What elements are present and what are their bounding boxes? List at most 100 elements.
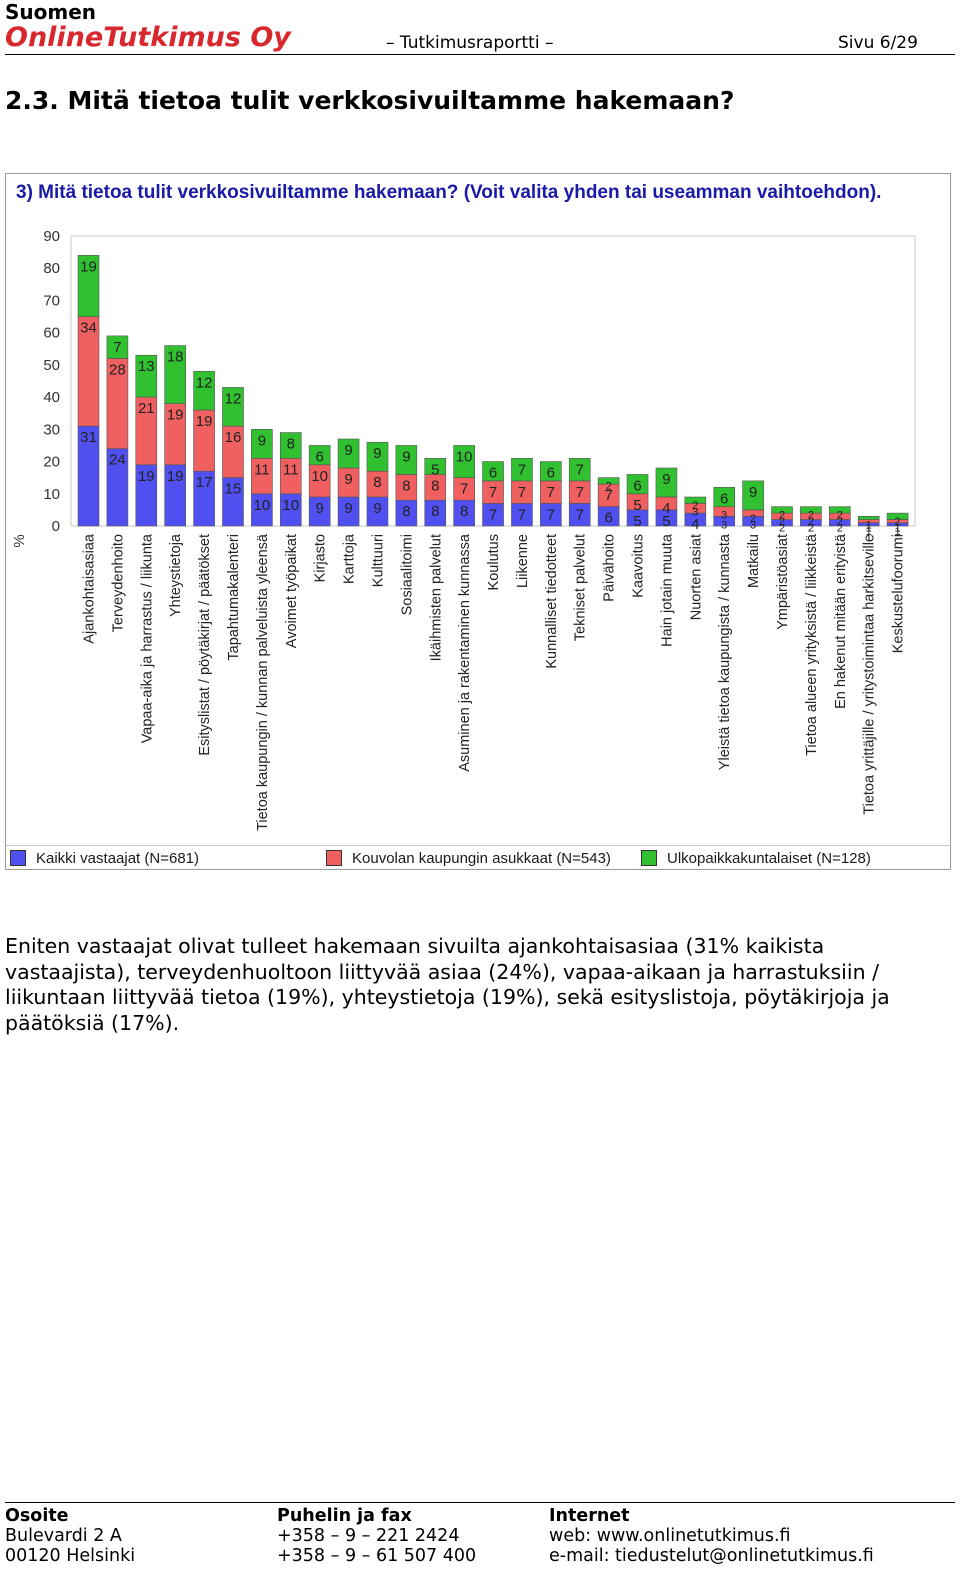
data-label: 19 (80, 258, 97, 275)
y-tick-label: 90 (43, 228, 60, 245)
category-label: Kaavoitus (631, 534, 647, 598)
data-label: 8 (431, 477, 439, 494)
bar-segment (886, 512, 909, 520)
y-tick-label: 30 (43, 421, 60, 438)
data-label: 18 (167, 349, 184, 366)
data-label: 19 (138, 468, 155, 485)
data-label: 8 (373, 474, 381, 491)
y-tick-label: 40 (43, 389, 60, 406)
bar-segment (655, 467, 678, 498)
bar-segment (482, 461, 504, 482)
data-label: 1 (866, 519, 872, 531)
category-label: Asuminen ja rakentaminen kunnassa (457, 533, 473, 772)
category-label: Tietoa kaupungin / kunnan palveluista yl… (255, 533, 271, 831)
data-label: 4 (691, 516, 699, 533)
data-label: 9 (373, 500, 381, 517)
data-label: 7 (460, 481, 468, 498)
footer-internet: Internet web: www.onlinetutkimus.fi e-ma… (549, 1506, 874, 1566)
data-label: 19 (167, 468, 184, 485)
bar-segment (626, 474, 649, 495)
data-label: 19 (196, 413, 213, 430)
y-axis-label: % (11, 534, 28, 547)
data-label: 7 (576, 461, 584, 478)
bar-segment (453, 445, 475, 478)
category-label: Yhteystietoja (168, 533, 184, 617)
data-label: 9 (662, 471, 670, 488)
data-label: 1 (895, 526, 901, 538)
category-label: Tietoa alueen yrityksistä / liikkeistä (804, 533, 820, 756)
bar-segment (337, 438, 360, 469)
data-label: 9 (316, 500, 324, 517)
data-label: 31 (80, 429, 97, 446)
data-label: 8 (402, 477, 410, 494)
data-label: 1 (895, 523, 901, 535)
data-label: 2 (779, 516, 785, 528)
data-label: 7 (113, 339, 121, 356)
data-label: 3 (721, 510, 727, 522)
footer-phone-heading: Puhelin ja fax (277, 1506, 412, 1526)
bar-segment (742, 480, 764, 511)
data-label: 10 (282, 497, 299, 514)
category-label: Yleistä tietoa kaupungista / kunnasta (717, 533, 733, 770)
stacked-bar-chart: 0102030405060708090%313419Ajankohtaisasi… (11, 228, 916, 831)
bar-segment (279, 432, 302, 459)
data-label: 2 (895, 516, 901, 528)
data-label: 5 (633, 497, 641, 514)
data-label: 3 (721, 519, 727, 531)
bar-segment (366, 441, 389, 472)
data-label: 6 (316, 448, 324, 465)
data-label: 2 (808, 523, 814, 535)
legend-swatch-residents (326, 850, 342, 866)
data-label: 2 (606, 481, 612, 493)
bar-segment (106, 335, 129, 359)
chart-panel: 0 10 20 30 40 50 60 70 80 90% 31 34 19 Ajankohtaisasi… (5, 173, 951, 870)
data-label: 12 (196, 374, 213, 391)
category-label: Ympäristöasiat (775, 534, 791, 630)
data-label: 8 (460, 503, 468, 520)
footer-divider (5, 1502, 955, 1503)
category-label: Kirjasto (313, 534, 329, 582)
category-label: Kunnalliset tiedotteet (544, 534, 560, 669)
category-label: Liikenne (515, 534, 531, 588)
legend-label-residents: Kouvolan kaupungin asukkaat (N=543) (352, 850, 611, 867)
data-label: 9 (749, 484, 757, 501)
footer-address-heading: Osoite (5, 1506, 69, 1526)
data-label: 6 (604, 510, 612, 527)
legend-item-all: Kaikki vastaajat (N=681) (10, 850, 199, 867)
data-label: 9 (402, 448, 410, 465)
bar-segment (193, 371, 215, 411)
data-label: 7 (489, 506, 497, 523)
data-label: 9 (258, 432, 266, 449)
data-label: 7 (518, 506, 526, 523)
category-label: Matkailu (746, 534, 762, 588)
data-label: 2 (808, 510, 814, 522)
section-title: 2.3. Mitä tietoa tulit verkkosivuiltamme… (5, 86, 735, 115)
data-label: 28 (109, 361, 126, 378)
category-label: Karttoja (342, 533, 358, 584)
data-label: 15 (225, 481, 242, 498)
data-label: 16 (225, 429, 242, 446)
data-label: 7 (518, 461, 526, 478)
data-label: 7 (489, 484, 497, 501)
data-label: 7 (576, 506, 584, 523)
category-label: Ikäihmisten palvelut (428, 534, 444, 661)
footer-web-link[interactable]: web: www.onlinetutkimus.fi (549, 1526, 791, 1546)
footer-email-link[interactable]: e-mail: tiedustelut@onlinetutkimus.fi (549, 1546, 874, 1566)
data-label: 8 (287, 436, 295, 453)
bar-segment (164, 345, 186, 404)
data-label: 6 (633, 477, 641, 494)
data-label: 2 (750, 513, 756, 525)
data-label: 7 (547, 506, 555, 523)
page-number: Sivu 6/29 (838, 33, 918, 53)
data-label: 9 (344, 442, 352, 459)
bar-segment (713, 487, 736, 507)
category-label: Esityslistat / pöytäkirjat / päätökset (197, 534, 213, 756)
bar-segment (77, 255, 100, 317)
bar-segment (771, 506, 793, 514)
bar-segment (395, 445, 418, 475)
data-label: 21 (138, 400, 155, 417)
data-label: 2 (779, 523, 785, 535)
y-tick-label: 20 (43, 454, 60, 471)
data-label: 2 (808, 516, 814, 528)
bar-segment (568, 458, 591, 482)
